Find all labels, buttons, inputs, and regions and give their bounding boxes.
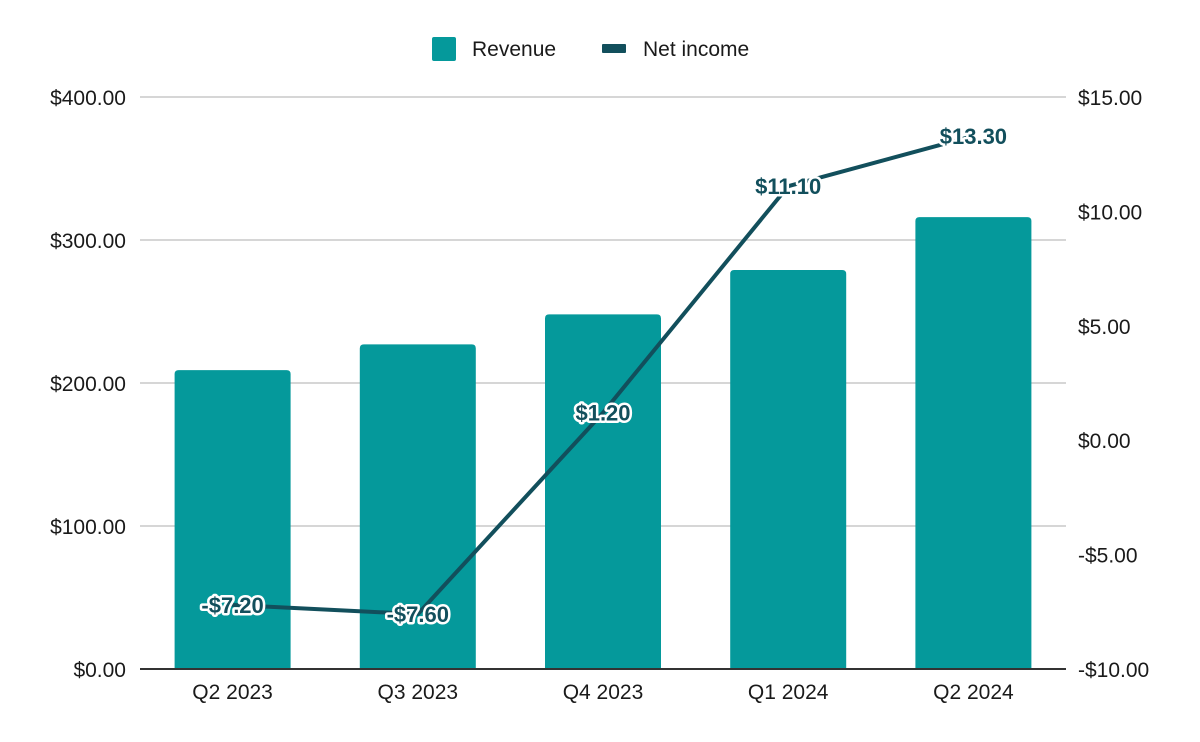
left-axis-tick-label: $400.00 xyxy=(50,87,126,110)
right-axis-tick-label: $5.00 xyxy=(1078,316,1131,339)
revenue-bar xyxy=(730,270,847,669)
revenue-bars xyxy=(174,217,1032,669)
revenue-bar xyxy=(915,217,1032,669)
x-axis-tick-label: Q2 2023 xyxy=(192,681,273,704)
legend: Revenue Net income xyxy=(432,37,749,61)
legend-swatch-revenue xyxy=(432,37,456,61)
right-axis-tick-label: -$5.00 xyxy=(1078,545,1138,568)
net-income-data-label: -$7.20 xyxy=(201,593,263,618)
net-income-line-path xyxy=(230,133,976,617)
left-axis-tick-label: $200.00 xyxy=(50,373,126,396)
left-axis-tick-label: $100.00 xyxy=(50,516,126,539)
net-income-line xyxy=(230,133,976,617)
x-axis-tick-label: Q1 2024 xyxy=(748,681,829,704)
left-axis-tick-label: $0.00 xyxy=(73,659,126,682)
right-axis-ticks: -$10.00 -$5.00 $0.00 $5.00 $10.00 $15.00 xyxy=(1078,87,1149,682)
net-income-data-labels: -$7.20 -$7.60 $1.20 $11.10 $13.30 xyxy=(199,121,1010,629)
x-axis-tick-label: Q3 2023 xyxy=(378,681,459,704)
right-axis-tick-label: $10.00 xyxy=(1078,201,1142,224)
x-axis-tick-label: Q4 2023 xyxy=(563,681,644,704)
legend-label-revenue: Revenue xyxy=(472,38,556,61)
right-axis-tick-label: $15.00 xyxy=(1078,87,1142,110)
x-axis-ticks: Q2 2023 Q3 2023 Q4 2023 Q1 2024 Q2 2024 xyxy=(192,681,1014,704)
revenue-bar xyxy=(545,314,661,669)
net-income-data-label: $13.30 xyxy=(940,124,1007,149)
legend-swatch-net-income xyxy=(602,44,626,53)
net-income-data-label: -$7.60 xyxy=(387,602,449,627)
left-axis-tick-label: $300.00 xyxy=(50,230,126,253)
net-income-data-label: $1.20 xyxy=(575,401,630,426)
left-axis-ticks: $0.00 $100.00 $200.00 $300.00 $400.00 xyxy=(50,87,126,682)
legend-label-net-income: Net income xyxy=(643,38,749,61)
right-axis-tick-label: -$10.00 xyxy=(1078,659,1149,682)
x-axis-tick-label: Q2 2024 xyxy=(933,681,1014,704)
revenue-bar xyxy=(174,370,291,669)
right-axis-tick-label: $0.00 xyxy=(1078,430,1131,453)
revenue-bar xyxy=(359,344,476,669)
net-income-data-label: $11.10 xyxy=(755,174,821,199)
